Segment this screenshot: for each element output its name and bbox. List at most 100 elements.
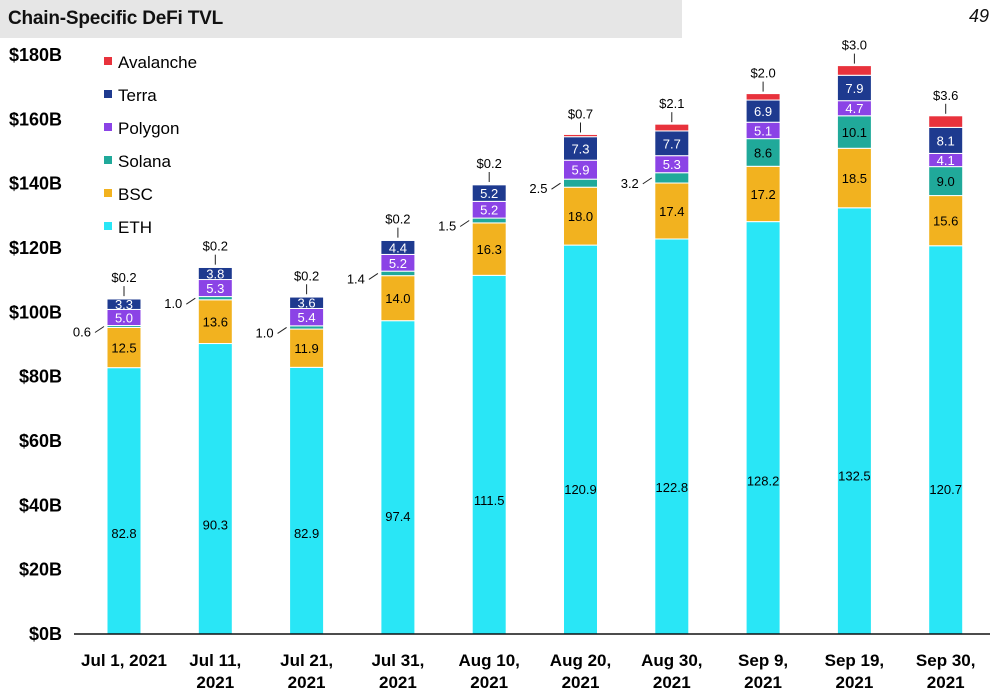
data-label-bsc: 12.5 [111, 341, 136, 356]
data-label-avalanche: $3.0 [842, 38, 867, 53]
x-tick-label: Aug 10, [458, 651, 519, 670]
bar-stack: 111.5 16.3 1.5 5.2 5.2 $0.2 [438, 156, 507, 635]
data-label-avalanche: $3.6 [933, 88, 958, 103]
data-label-bsc: 18.5 [842, 171, 867, 186]
bar-segment-bsc [745, 165, 781, 223]
y-tick-label: $0B [29, 624, 62, 644]
bar-segment-solana [836, 115, 872, 149]
bar-segment-solana [471, 217, 507, 224]
data-label-terra: 3.6 [298, 296, 316, 311]
data-label-bsc: 13.6 [203, 315, 228, 330]
leader-line-solana [277, 327, 287, 334]
leader-line-solana [94, 326, 105, 333]
bar-stack: 122.8 17.4 3.2 5.3 7.7 $2.1 [621, 96, 690, 635]
y-tick-label: $100B [9, 302, 62, 322]
legend-label-avalanche: Avalanche [118, 53, 197, 72]
data-label-terra: 6.9 [754, 104, 772, 119]
data-label-solana: 1.0 [164, 296, 182, 311]
data-label-polygon: 5.9 [571, 163, 589, 178]
bar-segment-eth [836, 207, 872, 635]
bar-stack: 132.5 18.5 10.1 4.7 7.9 $3.0 [836, 38, 872, 635]
bar-segment-eth [928, 245, 964, 635]
bar-stack: 120.7 15.6 9.0 4.1 8.1 $3.6 [928, 88, 964, 635]
y-tick-label: $80B [19, 367, 62, 387]
legend-label-eth: ETH [118, 218, 152, 237]
bar-segment-bsc [654, 182, 690, 240]
data-label-polygon: 4.7 [845, 101, 863, 116]
leader-line-solana [186, 297, 196, 305]
x-tick-label: Jul 21, [280, 651, 333, 670]
x-tick-label: 2021 [835, 673, 873, 692]
data-label-polygon: 5.3 [206, 281, 224, 296]
data-label-avalanche: $2.0 [750, 66, 775, 81]
bars: 82.812.50.65.03.3$0.290.313.61.05.33.8$0… [73, 38, 964, 635]
bar-segment-solana [928, 166, 964, 197]
bar-segment-bsc [197, 299, 233, 345]
legend-swatch-eth [104, 222, 112, 230]
bar-segment-solana [380, 270, 416, 277]
bar-segment-eth [289, 366, 325, 635]
data-label-solana: 10.1 [842, 125, 867, 140]
data-label-avalanche: $2.1 [659, 96, 684, 111]
x-tick-label: 2021 [653, 673, 691, 692]
x-tick-label: Jul 11, [189, 651, 241, 670]
data-label-bsc: 16.3 [477, 242, 502, 257]
bar-segment-avalanche [745, 93, 781, 101]
x-tick-label: Sep 19, [825, 651, 885, 670]
data-label-terra: 5.2 [480, 186, 498, 201]
data-label-solana: 1.5 [438, 218, 456, 233]
x-tick-label: Sep 30, [916, 651, 976, 670]
data-label-avalanche: $0.2 [477, 156, 502, 171]
legend-label-polygon: Polygon [118, 119, 179, 138]
x-tick-label: Aug 30, [641, 651, 702, 670]
data-label-terra: 3.3 [115, 297, 133, 312]
x-axis: Jul 1, 2021 Jul 11, 2021 Jul 21, 2021 Jul 31,… [74, 633, 990, 692]
data-label-polygon: 5.3 [663, 157, 681, 172]
bar-segment-bsc [563, 186, 598, 246]
data-label-solana: 8.6 [754, 145, 772, 160]
bar-segment-avalanche [289, 295, 325, 298]
data-label-solana: 1.4 [347, 271, 365, 286]
leader-line-solana [368, 272, 379, 280]
bar-segment-eth [106, 367, 142, 635]
bar-segment-avalanche [106, 297, 142, 300]
data-label-eth: 120.9 [564, 482, 597, 497]
x-tick-label: 2021 [470, 673, 508, 692]
y-tick-label: $140B [9, 174, 62, 194]
data-label-bsc: 14.0 [385, 291, 410, 306]
data-label-avalanche: $0.2 [111, 270, 136, 285]
data-label-bsc: 15.6 [933, 214, 958, 229]
x-tick-label: 2021 [288, 673, 326, 692]
y-tick-label: $160B [9, 109, 62, 129]
data-label-polygon: 5.0 [115, 310, 133, 325]
bar-segment-eth [654, 238, 690, 635]
x-tick-label: Jul 31, [371, 651, 424, 670]
data-label-solana: 3.2 [621, 176, 639, 191]
bar-stack: 90.3 13.6 1.0 5.33.8 $0.2 [164, 239, 233, 635]
bar-segment-avalanche [563, 133, 598, 138]
y-tick-label: $180B [9, 45, 62, 65]
legend-swatch-terra [104, 90, 112, 98]
bar-segment-avalanche [654, 123, 690, 132]
bar-segment-bsc [836, 147, 872, 209]
bar-segment-bsc [471, 222, 507, 276]
x-tick-label: Sep 9, [738, 651, 788, 670]
y-tick-label: $120B [9, 238, 62, 258]
legend-swatch-solana [104, 156, 112, 164]
data-label-eth: 120.7 [929, 482, 962, 497]
data-label-terra: 4.4 [389, 240, 407, 255]
bar-segment-eth [745, 221, 781, 635]
bar-segment-solana [654, 172, 690, 184]
data-label-eth: 97.4 [385, 509, 410, 524]
leader-line-solana [642, 177, 653, 185]
page-title: Chain-Specific DeFi TVL [8, 8, 223, 29]
data-label-solana: 1.0 [256, 325, 274, 340]
bar-segment-avalanche [836, 65, 872, 76]
bar-segment-eth [197, 343, 233, 635]
data-label-polygon: 4.1 [937, 153, 955, 168]
x-tick-label: 2021 [562, 673, 600, 692]
bar-stack: 82.8 12.5 0.6 5.03.3 $0.2 [73, 270, 142, 635]
bar-stack: 128.2 17.2 8.6 5.1 6.9 $2.0 [745, 66, 781, 635]
legend-swatch-polygon [104, 123, 112, 131]
